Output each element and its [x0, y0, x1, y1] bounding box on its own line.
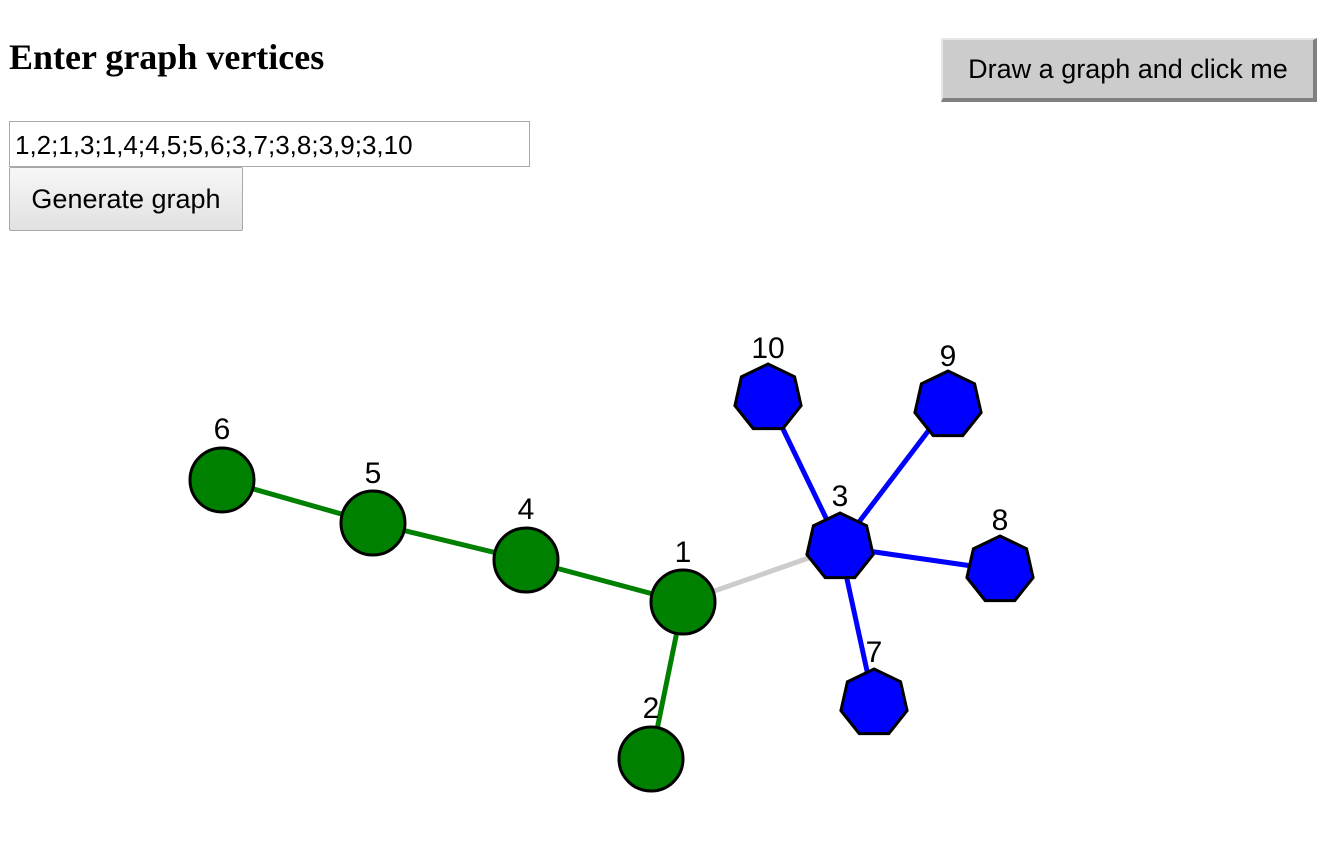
vertex-label-7: 7: [866, 636, 883, 669]
vertex-2-circle[interactable]: [617, 725, 685, 793]
vertex-10-heptagon[interactable]: [733, 362, 803, 431]
nodes-layer: [188, 362, 1035, 793]
vertex-label-1: 1: [675, 536, 692, 569]
labels-layer: 1 2 3 4 5 6 7 8 9 10: [214, 332, 1009, 725]
vertex-4-circle[interactable]: [492, 526, 560, 594]
vertices-input[interactable]: [9, 121, 530, 167]
vertex-7-heptagon[interactable]: [839, 667, 909, 736]
vertex-label-10: 10: [751, 332, 784, 365]
vertex-label-5: 5: [365, 457, 382, 490]
page-title: Enter graph vertices: [9, 37, 325, 77]
vertex-label-4: 4: [518, 493, 535, 526]
vertex-6-circle[interactable]: [188, 446, 256, 514]
vertex-8-heptagon[interactable]: [965, 534, 1035, 603]
generate-graph-button[interactable]: Generate graph: [9, 167, 243, 231]
vertex-9-heptagon[interactable]: [913, 369, 983, 438]
vertex-1-circle[interactable]: [649, 568, 717, 636]
draw-graph-button[interactable]: Draw a graph and click me: [941, 38, 1317, 102]
vertex-5-circle[interactable]: [339, 489, 407, 557]
vertex-label-6: 6: [214, 413, 231, 446]
vertex-3-heptagon[interactable]: [805, 511, 875, 580]
vertex-label-9: 9: [940, 340, 957, 373]
vertex-label-8: 8: [992, 504, 1009, 537]
vertex-label-2: 2: [643, 692, 660, 725]
vertex-label-3: 3: [832, 480, 849, 513]
